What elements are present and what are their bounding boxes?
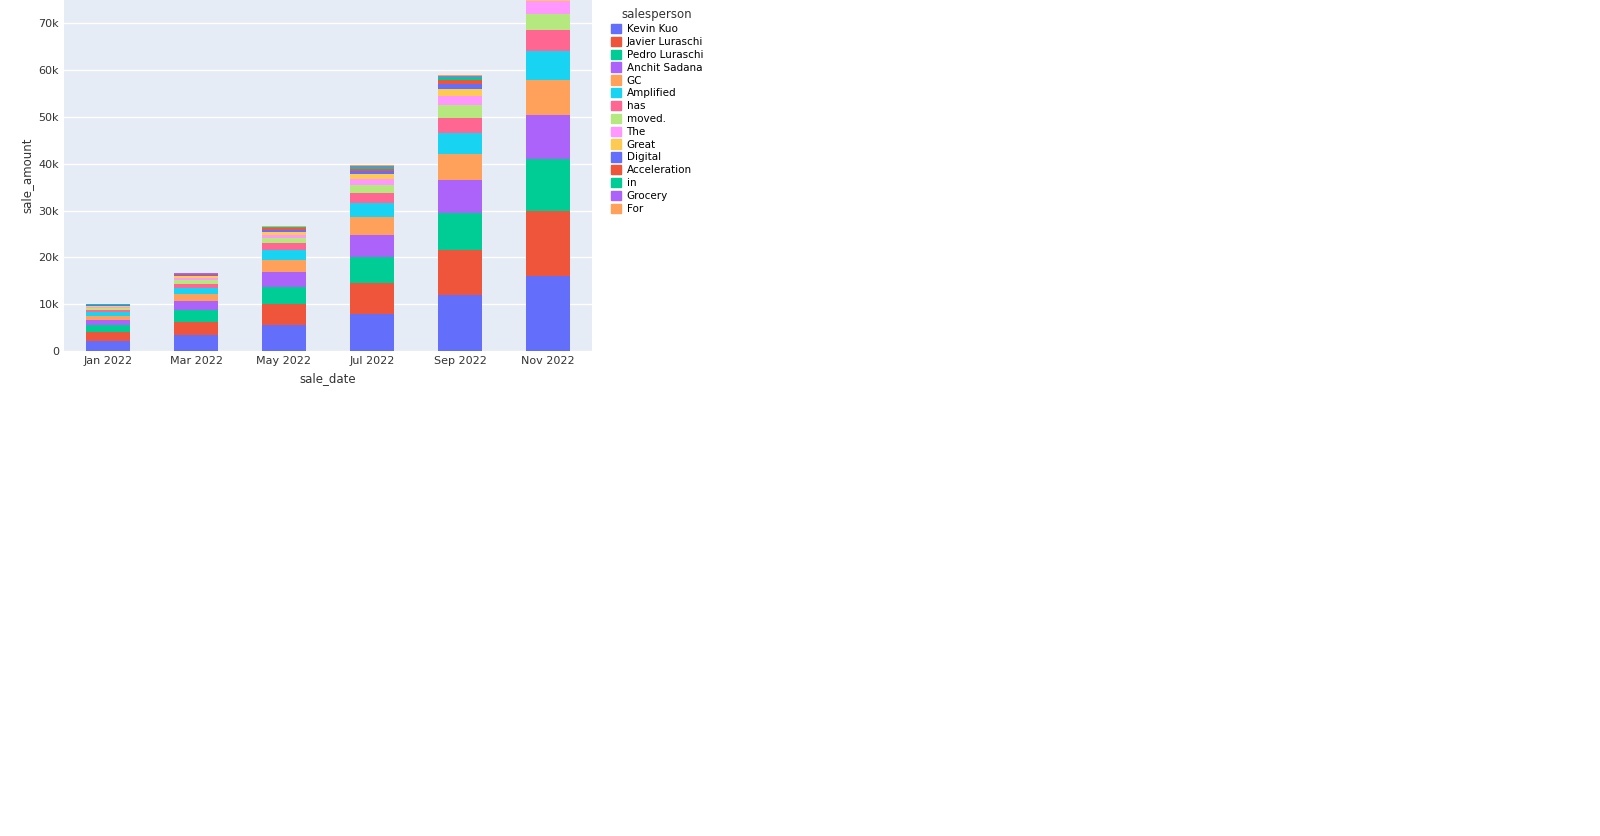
Bar (438, 84, 482, 89)
Bar (438, 118, 482, 134)
Bar (438, 155, 482, 181)
Bar (350, 235, 394, 257)
Bar (174, 322, 218, 334)
Bar (174, 283, 218, 288)
Bar (350, 314, 394, 351)
Bar (526, 276, 570, 351)
Bar (86, 307, 130, 308)
Bar (438, 295, 482, 351)
Bar (350, 283, 394, 314)
Bar (526, 2, 570, 14)
Bar (438, 134, 482, 155)
Bar (262, 232, 306, 235)
Bar (86, 306, 130, 307)
Bar (174, 301, 218, 310)
Bar (174, 310, 218, 322)
Bar (350, 166, 394, 167)
Bar (174, 288, 218, 293)
Bar (262, 325, 306, 351)
Bar (174, 280, 218, 283)
Bar (350, 185, 394, 193)
Bar (262, 243, 306, 251)
Bar (350, 257, 394, 283)
Bar (350, 171, 394, 175)
Bar (262, 260, 306, 272)
Bar (526, 115, 570, 159)
Bar (526, 30, 570, 52)
Bar (86, 333, 130, 341)
Bar (86, 315, 130, 319)
Bar (174, 274, 218, 275)
Bar (438, 181, 482, 213)
Bar (350, 193, 394, 203)
Bar (262, 238, 306, 243)
Bar (438, 76, 482, 78)
Bar (262, 230, 306, 232)
Bar (526, 159, 570, 211)
Bar (262, 272, 306, 287)
Bar (262, 251, 306, 260)
Bar (526, 14, 570, 30)
Bar (262, 287, 306, 304)
Bar (86, 341, 130, 351)
Bar (526, 0, 570, 2)
Bar (438, 80, 482, 84)
Bar (350, 203, 394, 217)
Bar (438, 105, 482, 118)
X-axis label: sale_date: sale_date (299, 371, 357, 385)
Bar (526, 79, 570, 115)
Bar (262, 235, 306, 238)
Bar (438, 96, 482, 105)
Bar (350, 169, 394, 171)
Bar (174, 277, 218, 278)
Y-axis label: sale_amount: sale_amount (19, 138, 34, 213)
Bar (86, 313, 130, 315)
Legend: Kevin Kuo, Javier Luraschi, Pedro Luraschi, Anchit Sadana, GC, Amplified, has, m: Kevin Kuo, Javier Luraschi, Pedro Lurasc… (608, 5, 706, 217)
Bar (174, 275, 218, 277)
Bar (262, 304, 306, 325)
Bar (438, 213, 482, 251)
Bar (526, 52, 570, 79)
Bar (438, 74, 482, 76)
Bar (174, 278, 218, 280)
Bar (86, 308, 130, 310)
Bar (86, 319, 130, 325)
Bar (350, 175, 394, 179)
Bar (350, 217, 394, 235)
Bar (262, 228, 306, 230)
Bar (526, 211, 570, 276)
Bar (262, 227, 306, 228)
Bar (174, 293, 218, 301)
Bar (438, 251, 482, 295)
Bar (86, 310, 130, 313)
Bar (86, 325, 130, 333)
Bar (438, 89, 482, 96)
Bar (350, 167, 394, 169)
Bar (350, 179, 394, 185)
Bar (174, 334, 218, 351)
Bar (438, 78, 482, 80)
